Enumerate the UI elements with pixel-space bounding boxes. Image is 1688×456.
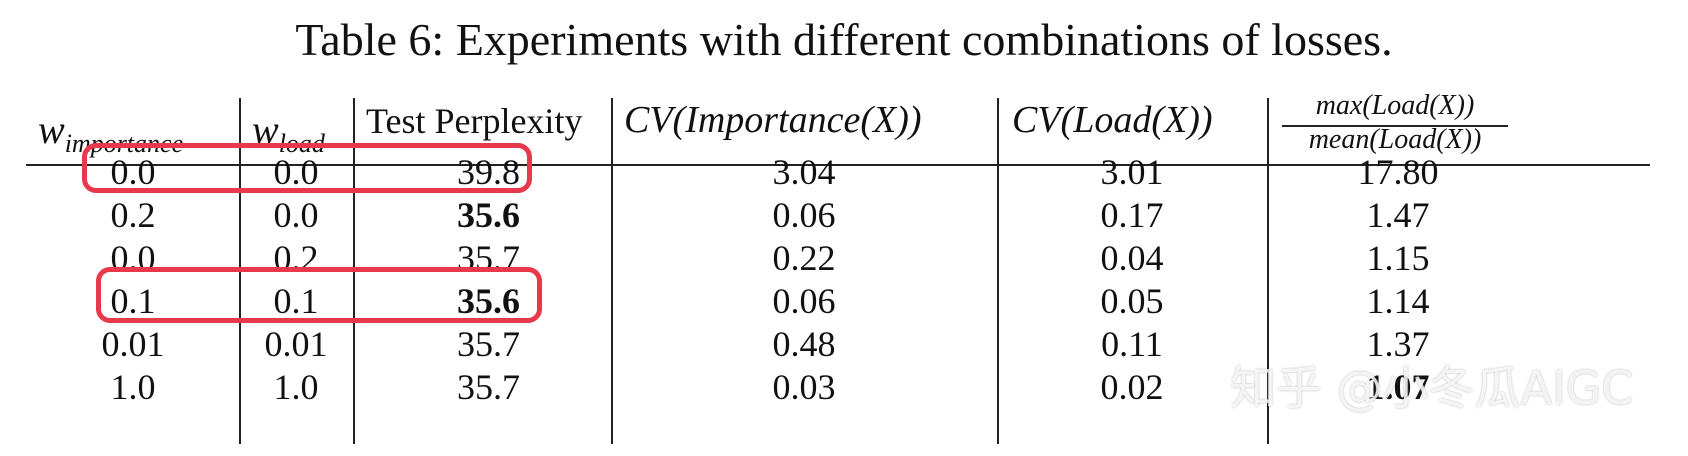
cell-w-importance-row-2: 0.2 <box>110 195 156 235</box>
cell-w-importance-row-5: 0.01 <box>101 324 165 364</box>
highlight-box-row-4 <box>96 267 542 323</box>
cell-w-load-row-2: 0.0 <box>273 195 319 235</box>
cell-w-importance-row-1: 0.0 <box>110 152 156 192</box>
cell-max-mean-load-row-4: 1.14 <box>1366 281 1430 321</box>
cell-cv-importance-row-2: 0.06 <box>772 195 836 235</box>
cell-cv-importance-row-1: 3.04 <box>772 152 836 192</box>
watermark: 知乎 @小冬瓜AIGC <box>1230 361 1634 415</box>
cell-cv-importance-row-3: 0.22 <box>772 238 836 278</box>
header-cv-load: CV(Load(X)) <box>1012 99 1213 141</box>
header-test-perplexity: Test Perplexity <box>366 101 583 141</box>
cell-max-mean-load-row-2: 1.47 <box>1366 195 1430 235</box>
header-ratio-numerator: max(Load(X)) <box>1315 90 1475 121</box>
cell-cv-importance-row-4: 0.06 <box>772 281 836 321</box>
header-ratio-bar <box>1282 125 1508 127</box>
column-divider-3 <box>611 98 613 444</box>
cell-max-mean-load-row-1: 17.80 <box>1357 152 1439 192</box>
cell-max-mean-load-row-5: 1.37 <box>1366 324 1430 364</box>
cell-test-perplexity-row-6: 35.7 <box>457 367 520 407</box>
cell-cv-load-row-5: 0.11 <box>1101 324 1163 364</box>
cell-test-perplexity-row-5: 35.7 <box>457 324 520 364</box>
cell-w-load-row-6: 1.0 <box>273 367 319 407</box>
cell-w-importance-row-6: 1.0 <box>110 367 156 407</box>
column-divider-4 <box>997 98 999 444</box>
cell-cv-load-row-1: 3.01 <box>1100 152 1164 192</box>
column-divider-5 <box>1267 98 1269 444</box>
cell-cv-load-row-2: 0.17 <box>1100 195 1164 235</box>
header-ratio-denominator: mean(Load(X)) <box>1308 124 1482 155</box>
cell-cv-load-row-3: 0.04 <box>1100 238 1164 278</box>
cell-cv-load-row-6: 0.02 <box>1100 367 1164 407</box>
cell-w-importance-row-4: 0.1 <box>110 281 156 321</box>
cell-w-load-row-1: 0.0 <box>273 152 319 192</box>
header-cv-importance: CV(Importance(X)) <box>624 99 922 141</box>
table-caption: Table 6: Experiments with different comb… <box>295 14 1393 65</box>
cell-cv-load-row-4: 0.05 <box>1100 281 1164 321</box>
cell-max-mean-load-row-3: 1.15 <box>1366 238 1430 278</box>
cell-w-load-row-4: 0.1 <box>273 281 319 321</box>
header-rule <box>26 164 1650 166</box>
cell-cv-importance-row-5: 0.48 <box>772 324 836 364</box>
cell-w-load-row-5: 0.01 <box>264 324 328 364</box>
cell-test-perplexity-row-4: 35.6 <box>457 281 520 321</box>
cell-test-perplexity-row-1: 39.8 <box>457 152 520 192</box>
cell-max-mean-load-row-6: 1.07 <box>1366 367 1430 407</box>
highlight-box-row-1 <box>82 143 532 193</box>
cell-cv-importance-row-6: 0.03 <box>772 367 836 407</box>
header-w-importance-base: w <box>38 107 65 152</box>
cell-test-perplexity-row-2: 35.6 <box>457 195 520 235</box>
